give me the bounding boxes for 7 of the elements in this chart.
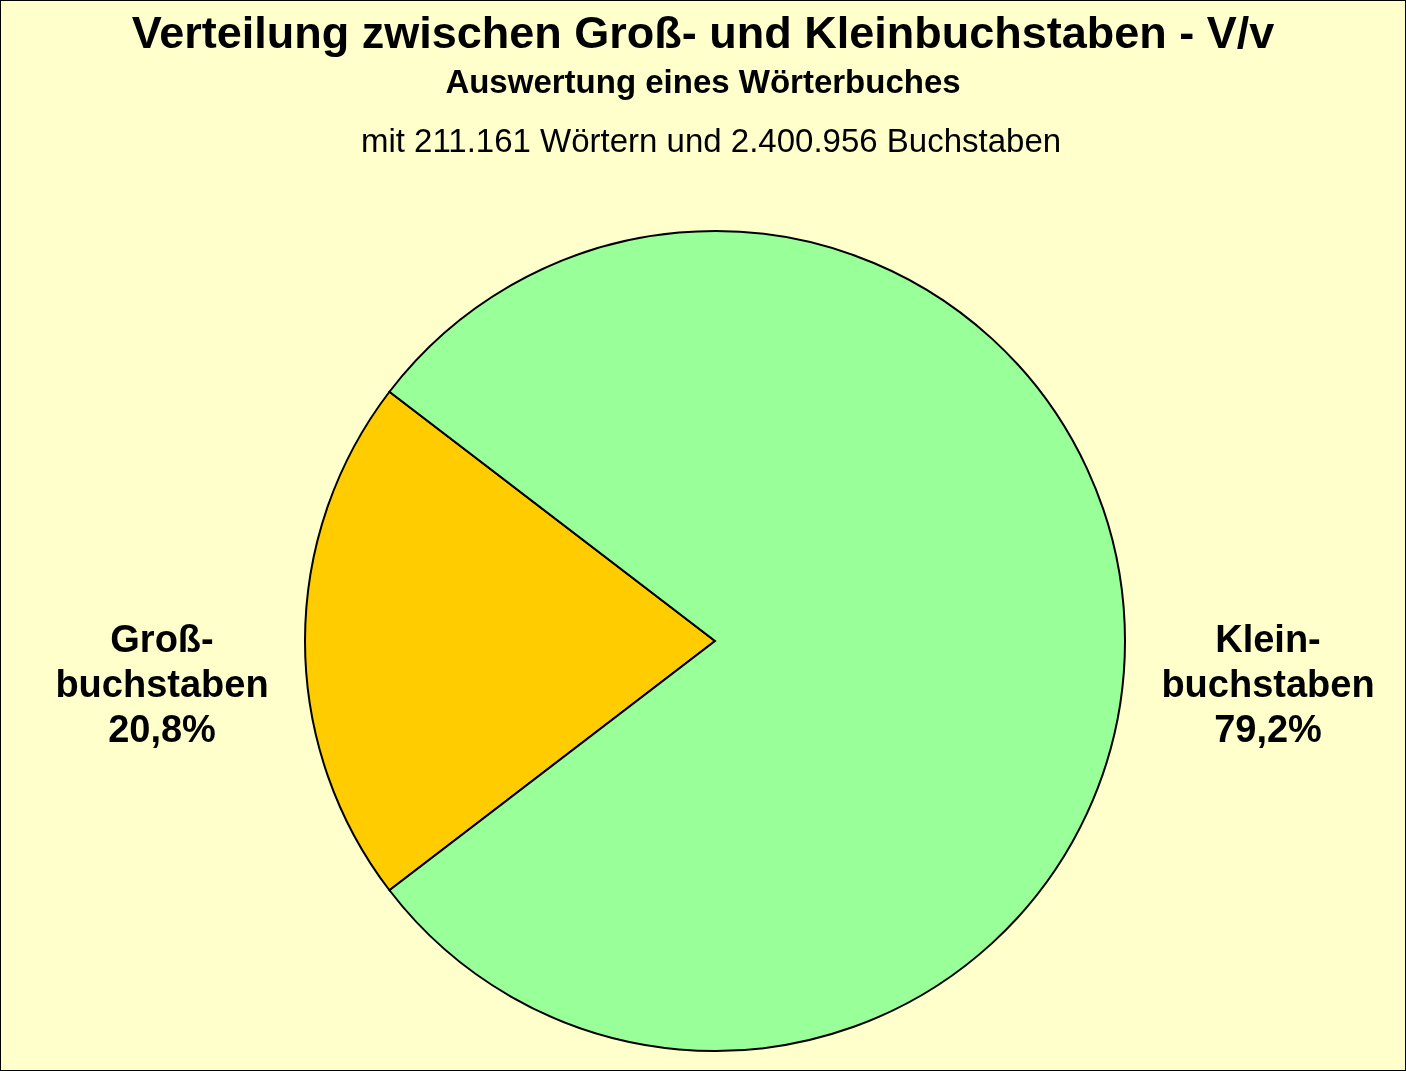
chart-subtitle: Auswertung eines Wörterbuches: [445, 63, 961, 100]
slice-label: Groß- buchstaben: [55, 618, 269, 705]
data-label: 79,2%: [1214, 708, 1322, 750]
slice-label: Klein- buchstaben: [1161, 618, 1375, 705]
data-label: 20,8%: [108, 708, 216, 750]
chart-title: Verteilung zwischen Groß- und Kleinbuchstaben - V/v: [131, 7, 1275, 58]
text: mit 211.161 Wörtern und 2.400.956 Buchstaben: [360, 122, 1062, 159]
